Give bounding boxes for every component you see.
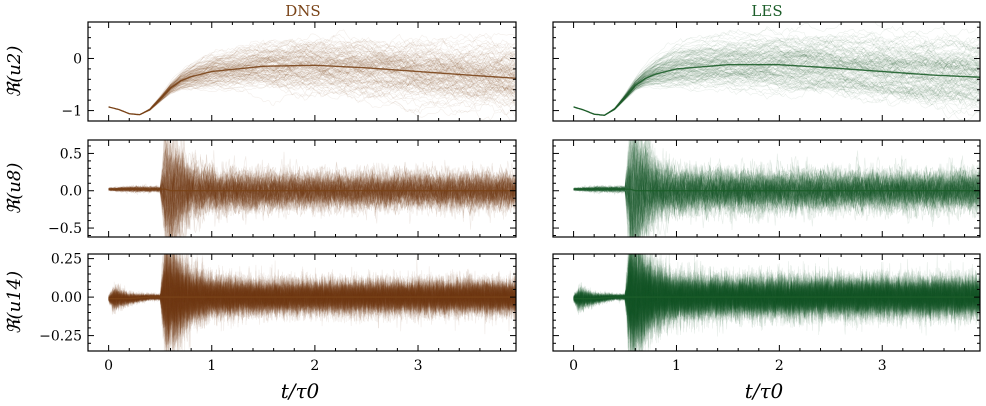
x-axis-label-left: t/τ0 [281, 379, 320, 403]
panel-u2-dns: −1 0 ℜ(u2) [4, 22, 516, 127]
x-axis-label-right: t/τ0 [745, 379, 784, 403]
ytick-label-u2: 0 [73, 51, 82, 67]
panel-grid: −1 0 ℜ(u2) −0.5 0.0 0.5 ℜ(u8) −0.25 0.00 0.25 ℜ(u1… [4, 17, 980, 394]
ytick-label-u2: −1 [61, 104, 82, 120]
y-axis-label-u14: ℜ(u14) [4, 271, 25, 334]
ytick-label-u8: 0.5 [60, 146, 82, 162]
panel-u2-dns-ensemble [109, 30, 515, 127]
panel-u14-dns: −0.25 0.00 0.25 ℜ(u14) 0 1 2 3 [4, 190, 516, 382]
xtick-label-dns: 3 [414, 358, 423, 374]
xtick-label-les: 0 [569, 358, 578, 374]
xtick-label-les: 1 [672, 358, 681, 374]
column-title-dns: DNS [285, 2, 320, 20]
column-title-les: LES [751, 2, 782, 20]
ytick-label-u14: 0.25 [51, 252, 82, 268]
xtick-label-dns: 1 [207, 358, 216, 374]
y-axis-label-u2: ℜ(u2) [4, 46, 25, 98]
ytick-label-u8: 0.0 [60, 184, 82, 200]
xtick-label-les: 2 [775, 358, 784, 374]
ytick-label-u14: −0.25 [39, 329, 82, 345]
panel-u2-les [553, 17, 980, 121]
panel-u2-les-ensemble [574, 17, 979, 121]
y-axis-label-u8: ℜ(u8) [4, 163, 25, 215]
ytick-label-u14: 0.00 [51, 290, 82, 306]
xtick-label-les: 3 [878, 358, 887, 374]
panel-u8-dns: −0.5 0.0 0.5 ℜ(u8) [4, 115, 516, 267]
ytick-label-u8: −0.5 [48, 221, 82, 237]
xtick-label-dns: 2 [310, 358, 319, 374]
xtick-label-dns: 0 [104, 358, 113, 374]
panel-u14-les: 0 1 2 3 [553, 203, 980, 395]
